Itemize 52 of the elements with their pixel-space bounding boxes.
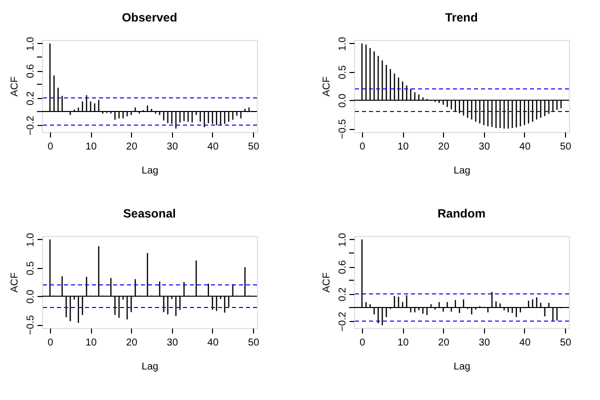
x-tick-label: 30 [478, 142, 490, 152]
y-axis-title: ACF [10, 76, 20, 96]
x-tick-label: 20 [126, 338, 138, 348]
chart-title: Seasonal [123, 206, 176, 220]
x-tick-label: 0 [360, 338, 366, 348]
x-tick-label: 10 [86, 142, 98, 152]
y-tick-label: 1.0 [338, 36, 348, 51]
x-tick-label: 0 [360, 142, 366, 152]
y-axis-title: ACF [322, 76, 332, 96]
x-tick-label: 40 [519, 142, 531, 152]
y-tick-label: 0.5 [26, 260, 36, 276]
x-axis-title: Lag [454, 362, 470, 372]
y-tick-label: 0.5 [338, 64, 348, 80]
x-tick-label: 30 [166, 338, 178, 348]
y-axis-title: ACF [10, 272, 20, 292]
y-tick-label: −0.2 [338, 311, 348, 332]
x-tick-label: 50 [248, 142, 260, 152]
y-tick-label: 0.2 [338, 287, 348, 302]
y-tick-label: 0.0 [338, 93, 348, 108]
chart-title: Observed [122, 10, 178, 24]
x-tick-label: 50 [560, 338, 572, 348]
chart-title: Trend [445, 10, 478, 24]
y-tick-label: 1.0 [26, 36, 36, 51]
x-tick-label: 40 [207, 142, 219, 152]
y-tick-label: 0.0 [26, 289, 36, 304]
y-tick-label: 0.6 [338, 260, 348, 274]
y-tick-label: 0.2 [26, 91, 36, 106]
x-tick-label: 10 [398, 142, 410, 152]
x-tick-label: 10 [398, 338, 410, 348]
y-tick-label: 1.0 [26, 232, 36, 247]
y-tick-label: 0.6 [26, 64, 36, 78]
y-tick-label: −0.5 [338, 118, 348, 139]
x-tick-label: 40 [519, 338, 531, 348]
x-tick-label: 20 [126, 142, 138, 152]
x-tick-label: 30 [166, 142, 178, 152]
y-tick-label: 1.0 [338, 232, 348, 247]
x-tick-label: 0 [48, 142, 54, 152]
x-tick-label: 50 [560, 142, 572, 152]
x-tick-label: 50 [248, 338, 260, 348]
x-tick-label: 20 [438, 338, 450, 348]
chart-title: Random [438, 206, 486, 220]
x-tick-label: 20 [438, 142, 450, 152]
y-tick-label: −0.2 [26, 115, 36, 136]
y-axis-title: ACF [322, 272, 332, 292]
y-tick-label: −0.5 [26, 314, 36, 335]
x-tick-label: 10 [86, 338, 98, 348]
x-tick-label: 0 [48, 338, 54, 348]
x-tick-label: 40 [207, 338, 219, 348]
x-tick-label: 30 [478, 338, 490, 348]
x-axis-title: Lag [142, 166, 158, 176]
x-axis-title: Lag [142, 362, 158, 372]
x-axis-title: Lag [454, 166, 470, 176]
